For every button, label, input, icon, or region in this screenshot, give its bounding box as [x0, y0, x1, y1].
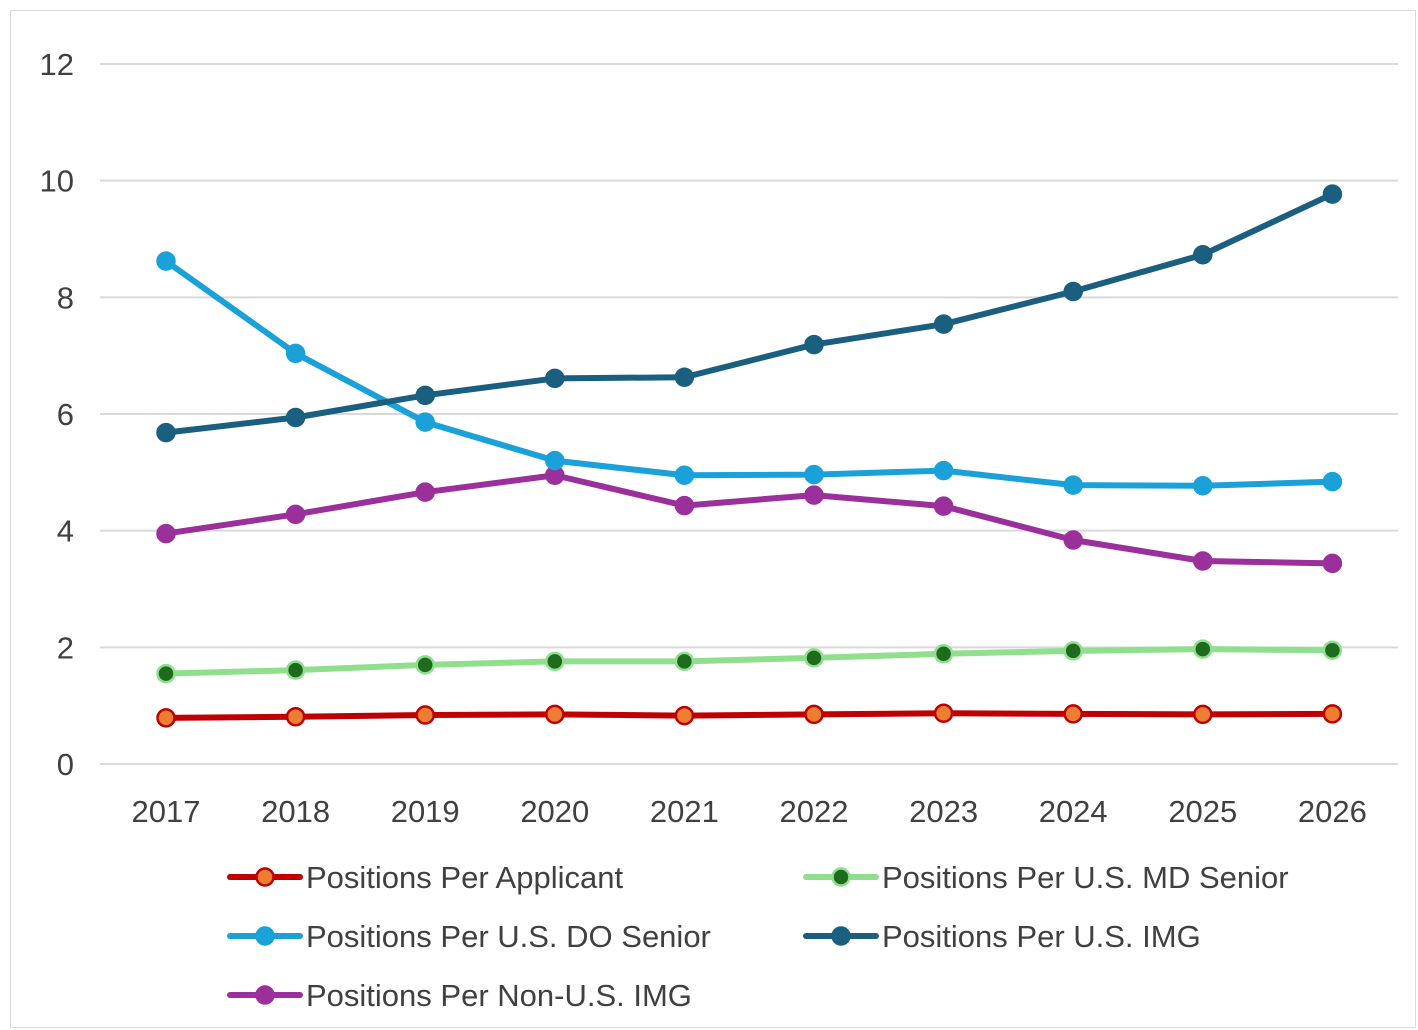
data-point	[1193, 245, 1213, 265]
series-line	[163, 191, 1336, 436]
series-positions-per-applicant	[156, 703, 1343, 728]
series-positions-per-u-s-do-senior	[156, 251, 1343, 496]
series-line	[163, 710, 1336, 721]
data-point	[285, 407, 306, 428]
data-point	[674, 495, 695, 516]
data-point	[933, 314, 954, 334]
data-point	[674, 705, 695, 726]
data-point	[1322, 553, 1343, 574]
data-point	[1063, 475, 1083, 495]
legend-entry: Positions Per Applicant	[227, 860, 623, 895]
series-positions-per-non-u-s-img	[156, 465, 1343, 574]
legend-label: Positions Per Applicant	[306, 860, 623, 895]
y-tick-label: 0	[57, 747, 74, 782]
data-point	[1322, 704, 1343, 724]
series-line	[163, 258, 1336, 489]
data-point	[1322, 640, 1343, 660]
data-point	[674, 367, 695, 387]
y-axis-tick-labels: 0 2 4 6 8 10 12	[40, 47, 74, 782]
data-point	[156, 523, 176, 544]
legend-label: Positions Per U.S. IMG	[882, 919, 1201, 954]
data-point	[933, 460, 954, 481]
data-point	[415, 385, 435, 406]
legend-marker-swatch	[255, 867, 275, 887]
series-positions-per-u-s-img	[156, 184, 1343, 443]
data-point	[1193, 551, 1213, 571]
data-point	[1193, 476, 1213, 496]
data-point	[933, 644, 954, 664]
legend-marker-swatch	[255, 985, 275, 1005]
data-point	[674, 651, 695, 672]
data-point	[933, 703, 954, 723]
data-point	[1063, 641, 1083, 661]
data-point	[1063, 704, 1083, 724]
legend-marker-swatch	[831, 867, 851, 887]
data-point	[156, 422, 176, 443]
data-point	[1063, 530, 1083, 550]
x-tick-label: 2020	[520, 794, 589, 829]
y-tick-label: 10	[40, 164, 74, 199]
series-line	[163, 472, 1336, 567]
data-point	[545, 704, 565, 725]
data-point	[285, 504, 306, 525]
x-tick-label: 2021	[650, 794, 719, 829]
data-point	[285, 707, 306, 727]
x-tick-label: 2026	[1298, 794, 1367, 829]
legend-label: Positions Per Non-U.S. IMG	[306, 978, 692, 1013]
data-point	[1322, 471, 1343, 492]
legend-label: Positions Per U.S. DO Senior	[306, 919, 711, 954]
data-point	[1193, 704, 1213, 725]
data-point	[156, 708, 176, 728]
legend-marker-swatch	[255, 926, 275, 946]
y-tick-label: 4	[57, 514, 74, 549]
data-point	[415, 705, 435, 725]
data-point	[1193, 639, 1213, 659]
data-point	[804, 704, 824, 725]
x-tick-label: 2023	[909, 794, 978, 829]
data-point	[415, 412, 435, 432]
data-point	[156, 251, 176, 271]
data-point	[1063, 281, 1083, 302]
x-tick-label: 2019	[391, 794, 460, 829]
data-point	[804, 485, 824, 505]
data-point	[156, 663, 176, 684]
data-point	[674, 465, 695, 485]
data-point	[545, 651, 565, 672]
x-tick-label: 2017	[132, 794, 201, 829]
x-tick-label: 2018	[261, 794, 330, 829]
data-point	[933, 496, 954, 516]
y-tick-label: 12	[40, 47, 74, 82]
x-tick-label: 2025	[1168, 794, 1237, 829]
data-point	[415, 655, 435, 675]
legend-entry: Positions Per U.S. IMG	[803, 919, 1201, 954]
y-tick-label: 6	[57, 397, 74, 432]
data-point	[415, 482, 435, 502]
data-point	[545, 450, 565, 471]
legend-entry: Positions Per U.S. MD Senior	[803, 860, 1289, 895]
y-tick-label: 8	[57, 280, 74, 315]
data-point	[1322, 184, 1343, 204]
data-point	[545, 368, 565, 389]
series-lines	[156, 184, 1343, 728]
legend-label: Positions Per U.S. MD Senior	[882, 860, 1289, 895]
x-axis-tick-labels: 2017 2018 2019 2020 2021 2022 2023 2024 2025 2026	[132, 794, 1367, 829]
data-point	[285, 660, 306, 680]
data-point	[804, 648, 824, 668]
legend-marker-swatch	[831, 926, 851, 946]
legend-entry: Positions Per Non-U.S. IMG	[227, 978, 692, 1013]
data-point	[804, 334, 824, 355]
series-line	[163, 646, 1336, 677]
x-tick-label: 2024	[1039, 794, 1108, 829]
legend: Positions Per Applicant Positions Per U.S…	[227, 860, 1289, 1013]
series-positions-per-u-s-md-senior	[156, 639, 1343, 684]
data-point	[804, 464, 824, 485]
y-tick-label: 2	[57, 630, 74, 665]
legend-entry: Positions Per U.S. DO Senior	[227, 919, 711, 954]
x-tick-label: 2022	[780, 794, 849, 829]
data-point	[285, 343, 306, 364]
